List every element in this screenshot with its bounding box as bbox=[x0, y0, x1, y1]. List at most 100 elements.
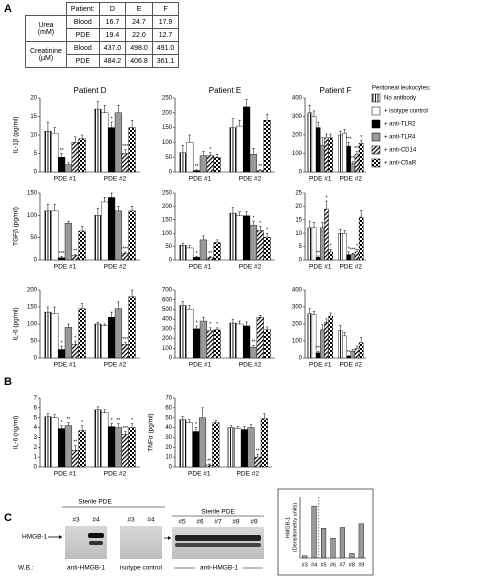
error-bar bbox=[201, 407, 204, 418]
y-tick-label: 30 bbox=[165, 435, 172, 441]
error-bar bbox=[74, 445, 77, 451]
y-tick-label: 250 bbox=[162, 191, 173, 197]
bar bbox=[44, 311, 52, 359]
y-tick-label: 400 bbox=[162, 317, 173, 323]
legend-label: + isotype control bbox=[384, 109, 428, 115]
band-label: HMGB-1 bbox=[22, 534, 48, 541]
y-tick-label: 4 bbox=[34, 425, 38, 431]
significance: * bbox=[326, 195, 328, 201]
significance: ** bbox=[73, 440, 77, 446]
significance: * bbox=[74, 335, 76, 341]
legend-swatch bbox=[371, 119, 381, 129]
y-tick-label: 700 bbox=[162, 288, 173, 294]
error-bar bbox=[103, 323, 106, 326]
x-tick-label: #3 bbox=[302, 562, 308, 568]
error-bar bbox=[238, 320, 241, 324]
bar bbox=[107, 127, 116, 173]
significance: ** bbox=[351, 156, 355, 162]
bar bbox=[242, 215, 251, 261]
significance: ** bbox=[208, 251, 212, 257]
panel-label: A bbox=[4, 3, 12, 15]
error-bar bbox=[339, 325, 342, 331]
error-bar bbox=[124, 149, 127, 154]
legend-label: + anti-TLR2 bbox=[384, 122, 416, 128]
error-bar bbox=[243, 426, 246, 430]
error-bar bbox=[236, 426, 240, 429]
bar bbox=[338, 134, 343, 173]
bar bbox=[128, 427, 136, 468]
y-tick-label: 300 bbox=[292, 114, 303, 120]
error-bar bbox=[188, 419, 191, 423]
bar bbox=[256, 230, 264, 261]
bar bbox=[240, 429, 248, 468]
bar bbox=[206, 155, 214, 173]
table-row: PDE 19.4 22.0 12.7 bbox=[26, 28, 180, 42]
x-tick-label: PDE #1 bbox=[188, 471, 211, 478]
group-label: (μM) bbox=[38, 54, 54, 62]
error-bar bbox=[231, 318, 235, 324]
bar bbox=[260, 418, 268, 468]
x-tick-label: PDE #2 bbox=[340, 176, 363, 183]
lane-label: #6 bbox=[196, 519, 204, 526]
error-bar bbox=[202, 316, 205, 322]
error-bar bbox=[67, 323, 70, 328]
error-bar bbox=[67, 422, 70, 426]
significance: ** bbox=[258, 164, 262, 170]
error-bar bbox=[252, 148, 255, 155]
error-bar bbox=[181, 242, 185, 246]
error-bar bbox=[355, 345, 359, 349]
y-tick-label: 0 bbox=[34, 465, 38, 471]
error-bar bbox=[343, 230, 346, 234]
error-bar bbox=[188, 305, 191, 310]
error-bar bbox=[46, 413, 50, 417]
x-tick-label: PDE #1 bbox=[189, 362, 212, 369]
error-bar bbox=[359, 140, 363, 144]
bar bbox=[94, 108, 102, 173]
legend-swatch bbox=[371, 132, 381, 142]
error-bar bbox=[117, 206, 120, 211]
error-bar bbox=[46, 203, 50, 211]
bar bbox=[249, 224, 258, 261]
bar bbox=[101, 412, 109, 468]
error-bar bbox=[312, 110, 316, 117]
significance: ** bbox=[73, 249, 77, 255]
bar bbox=[114, 427, 123, 468]
error-bar bbox=[195, 169, 198, 171]
x-tick-label: PDE #2 bbox=[239, 176, 262, 183]
significance: ** bbox=[251, 340, 255, 346]
y-tick-label: 60 bbox=[165, 405, 172, 411]
error-bar bbox=[316, 121, 320, 128]
bar bbox=[179, 245, 187, 261]
significance: * bbox=[111, 116, 113, 122]
x-tick-label: PDE #1 bbox=[189, 176, 212, 183]
significance: * bbox=[330, 244, 332, 250]
y-axis-label: TNFα (pg/ml) bbox=[148, 413, 155, 451]
bar bbox=[114, 210, 123, 261]
inset-frame bbox=[277, 488, 374, 576]
x-tick-label: #9 bbox=[358, 562, 364, 568]
error-bar bbox=[96, 406, 100, 410]
error-bar bbox=[209, 152, 212, 156]
y-tick-label: 10 bbox=[295, 231, 302, 237]
significance: * bbox=[61, 420, 63, 426]
error-bar bbox=[245, 321, 248, 326]
significance: * bbox=[356, 244, 358, 250]
y-tick-label: 200 bbox=[292, 322, 303, 328]
lane-label: #4 bbox=[147, 517, 155, 524]
error-bar bbox=[359, 210, 363, 218]
bar bbox=[101, 201, 109, 261]
error-bar bbox=[130, 423, 134, 428]
blot-title: Sterile PDE bbox=[201, 509, 235, 516]
bar bbox=[107, 426, 116, 468]
error-bar bbox=[124, 251, 127, 254]
bar bbox=[205, 464, 213, 468]
x-tick-label: #6 bbox=[330, 562, 336, 568]
bar bbox=[114, 308, 123, 359]
bar bbox=[342, 232, 347, 261]
group-label: (mM) bbox=[37, 28, 55, 36]
x-tick-label: PDE #2 bbox=[237, 471, 260, 478]
y-tick-label: 3 bbox=[34, 435, 38, 441]
bar bbox=[206, 330, 214, 359]
bar bbox=[199, 320, 208, 359]
y-tick-label: 0 bbox=[299, 356, 303, 362]
